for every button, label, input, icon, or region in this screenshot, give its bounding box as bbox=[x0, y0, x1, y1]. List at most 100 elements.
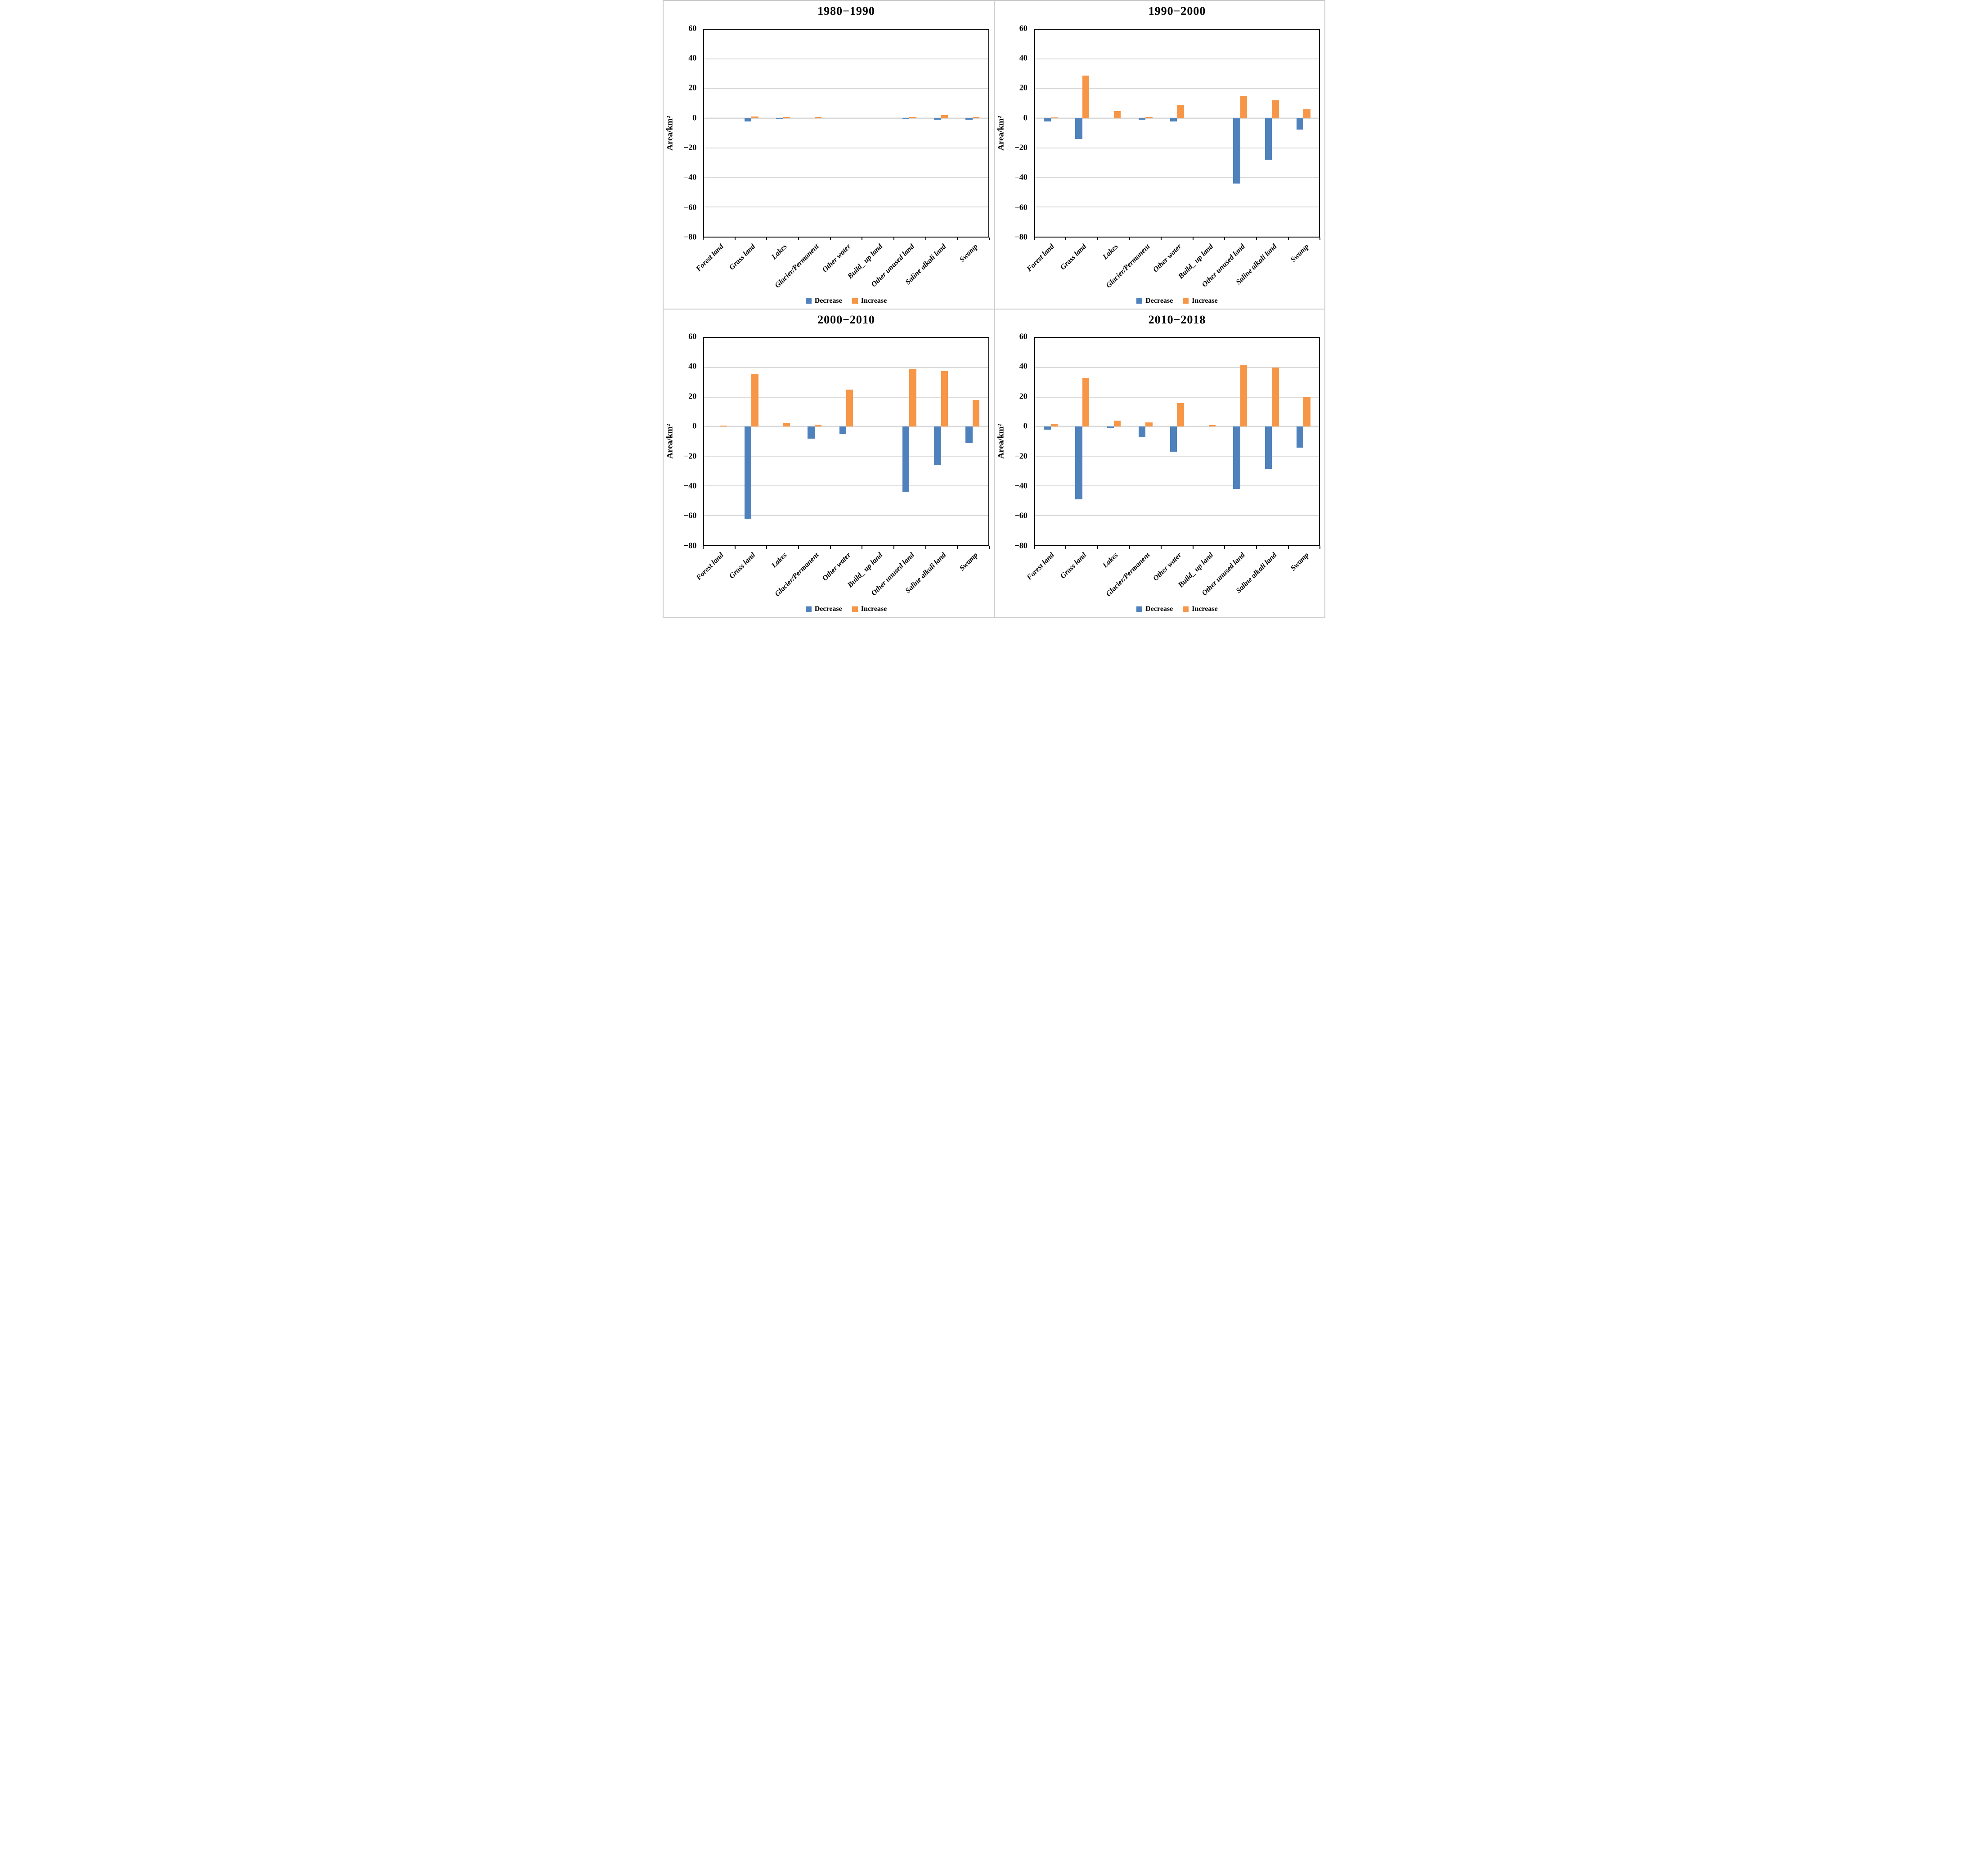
x-tick-mark bbox=[1129, 546, 1130, 549]
bar-increase-8 bbox=[972, 400, 980, 427]
y-axis-ticks: 60 40 20 0 −20 −40 −60 −80 bbox=[664, 23, 699, 242]
legend-item-decrease: Decrease bbox=[1136, 605, 1173, 613]
y-tick-label: 40 bbox=[688, 53, 697, 63]
bar-increase-7 bbox=[1272, 367, 1279, 427]
y-tick-label: −20 bbox=[1014, 451, 1028, 461]
x-tick-label-text: Lakes bbox=[1100, 242, 1120, 261]
x-tick-label-text: Grass land bbox=[1058, 550, 1088, 580]
legend-label: Increase bbox=[861, 605, 887, 613]
x-tick-mark bbox=[1288, 238, 1289, 241]
y-tick-label: −80 bbox=[1014, 541, 1028, 550]
bar-decrease-2 bbox=[1107, 426, 1114, 428]
gridline bbox=[704, 88, 988, 90]
y-tick-label: −80 bbox=[683, 541, 697, 550]
legend-label: Increase bbox=[1192, 296, 1218, 305]
legend: Decrease Increase bbox=[1034, 297, 1320, 305]
x-tick-mark bbox=[957, 238, 958, 241]
y-tick-label: −60 bbox=[1014, 511, 1028, 520]
y-tick-label: 20 bbox=[688, 83, 697, 92]
bar-decrease-4 bbox=[1170, 426, 1177, 452]
panel-title: 2000−2010 bbox=[817, 313, 875, 326]
y-tick-label: −20 bbox=[683, 143, 697, 152]
x-tick-mark bbox=[1161, 546, 1162, 549]
x-tick-label-text: Swamp bbox=[1288, 550, 1310, 573]
gridline bbox=[1035, 456, 1319, 457]
y-tick-label: 40 bbox=[1019, 361, 1028, 371]
bar-increase-3 bbox=[1145, 117, 1153, 118]
x-tick-mark bbox=[1224, 546, 1225, 549]
x-tick-mark bbox=[1319, 238, 1321, 241]
bar-decrease-7 bbox=[1265, 118, 1272, 160]
x-tick-mark bbox=[1224, 238, 1225, 241]
y-tick-label: −60 bbox=[683, 202, 697, 212]
x-tick-mark bbox=[1129, 238, 1130, 241]
legend-label: Increase bbox=[1192, 605, 1218, 613]
legend-label: Decrease bbox=[814, 296, 842, 305]
bar-increase-6 bbox=[1240, 96, 1248, 118]
gridline bbox=[1035, 88, 1319, 90]
x-tick-mark bbox=[957, 546, 958, 549]
bar-decrease-1 bbox=[744, 118, 752, 122]
bar-increase-7 bbox=[1272, 100, 1279, 118]
legend: Decrease Increase bbox=[1034, 605, 1320, 613]
bar-decrease-8 bbox=[1296, 118, 1304, 130]
bar-increase-4 bbox=[846, 390, 853, 427]
y-axis-ticks: 60 40 20 0 −20 −40 −60 −80 bbox=[995, 23, 1030, 242]
bar-increase-6 bbox=[909, 369, 916, 427]
bar-increase-5 bbox=[1208, 425, 1216, 427]
y-tick-label: 0 bbox=[1023, 421, 1028, 431]
bar-increase-2 bbox=[783, 117, 790, 118]
bar-increase-3 bbox=[814, 117, 822, 118]
x-tick-mark bbox=[988, 238, 990, 241]
bar-increase-2 bbox=[783, 423, 790, 427]
bar-decrease-1 bbox=[1075, 426, 1082, 499]
plot-area bbox=[703, 28, 989, 238]
x-tick-mark bbox=[798, 238, 799, 241]
x-tick-label-text: Forest land bbox=[1025, 242, 1056, 274]
x-tick-mark bbox=[1065, 238, 1067, 241]
bar-decrease-0 bbox=[1044, 426, 1051, 430]
y-axis-ticks: 60 40 20 0 −20 −40 −60 −80 bbox=[995, 332, 1030, 550]
bar-decrease-3 bbox=[808, 426, 815, 439]
increase-swatch bbox=[1183, 298, 1189, 304]
y-tick-label: −40 bbox=[683, 481, 697, 490]
legend-label: Decrease bbox=[814, 605, 842, 613]
panel-2000-2010: 2000−2010 Area/km² 60 40 20 0 −20 −40 −60 −80 F… bbox=[664, 309, 994, 617]
increase-swatch bbox=[1183, 606, 1189, 612]
panel-1980-1990: 1980−1990 Area/km² 60 40 20 0 −20 −40 −60 −80 F… bbox=[664, 1, 994, 309]
gridline bbox=[704, 485, 988, 487]
gridline bbox=[1035, 485, 1319, 487]
gridline bbox=[1035, 177, 1319, 178]
bar-decrease-3 bbox=[1138, 118, 1146, 120]
bar-decrease-6 bbox=[1233, 118, 1240, 184]
bar-increase-8 bbox=[972, 117, 980, 118]
bar-decrease-6 bbox=[902, 426, 910, 492]
y-tick-label: 0 bbox=[692, 421, 697, 431]
x-tick-mark bbox=[703, 546, 704, 549]
y-tick-label: 60 bbox=[688, 332, 697, 341]
x-tick-label-text: Forest land bbox=[1025, 550, 1056, 582]
bar-decrease-4 bbox=[1170, 118, 1177, 121]
legend-item-decrease: Decrease bbox=[805, 605, 842, 613]
x-tick-mark bbox=[830, 238, 831, 241]
x-tick-label-text: Swamp bbox=[957, 242, 980, 264]
y-tick-label: −80 bbox=[683, 232, 697, 242]
panel-2010-2018: 2010−2018 Area/km² 60 40 20 0 −20 −40 −60 −80 F… bbox=[994, 309, 1324, 617]
gridline bbox=[704, 58, 988, 60]
y-tick-label: 0 bbox=[1023, 113, 1028, 122]
bar-increase-7 bbox=[941, 115, 948, 118]
x-tick-label-text: Swamp bbox=[1288, 242, 1310, 264]
x-tick-label-text: Lakes bbox=[770, 242, 789, 261]
panel-title: 1980−1990 bbox=[817, 4, 875, 18]
x-tick-mark bbox=[893, 546, 894, 549]
plot-area bbox=[1034, 337, 1320, 546]
x-tick-mark bbox=[1256, 546, 1257, 549]
plot-area bbox=[1034, 28, 1320, 238]
gridline bbox=[704, 367, 988, 368]
y-tick-label: −40 bbox=[683, 172, 697, 182]
zero-axis-line bbox=[704, 426, 988, 427]
plot-area bbox=[703, 337, 989, 546]
bar-decrease-8 bbox=[1296, 426, 1304, 448]
y-axis-ticks: 60 40 20 0 −20 −40 −60 −80 bbox=[664, 332, 699, 550]
bar-decrease-8 bbox=[965, 118, 973, 120]
